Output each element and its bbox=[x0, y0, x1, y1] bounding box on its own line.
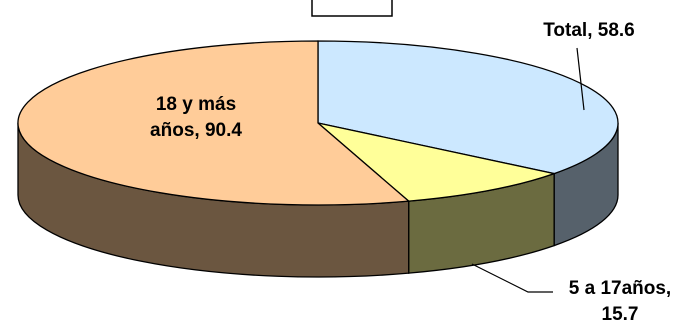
data-label-line: Total, 58.6 bbox=[543, 20, 635, 41]
data-label-total: Total, 58.6 bbox=[543, 20, 635, 41]
data-label-line: 5 a 17años, bbox=[569, 278, 671, 299]
leader-line-5-a-17anos bbox=[471, 263, 553, 293]
data-label-line: 18 y más bbox=[156, 94, 236, 115]
pie-tops bbox=[17, 40, 619, 206]
leader-line-total bbox=[576, 47, 585, 111]
pie-slice-total bbox=[317, 40, 619, 175]
title-placeholder-box bbox=[311, 0, 393, 17]
data-label-18-y-mas-anos: 18 y más años, 90.4 bbox=[150, 94, 242, 141]
data-label-line: años, 90.4 bbox=[150, 120, 242, 141]
data-label-5-a-17anos: 5 a 17años, 15.7 bbox=[569, 278, 671, 325]
data-labels: Total, 58.6 5 a 17años, 15.7 18 y más años, … bbox=[150, 20, 671, 325]
pie-slice-5-a-17anos bbox=[317, 122, 557, 202]
pie-slice-18-y-mas-anos bbox=[17, 40, 411, 206]
data-label-line: 15.7 bbox=[602, 304, 639, 325]
leader-lines bbox=[471, 47, 585, 293]
